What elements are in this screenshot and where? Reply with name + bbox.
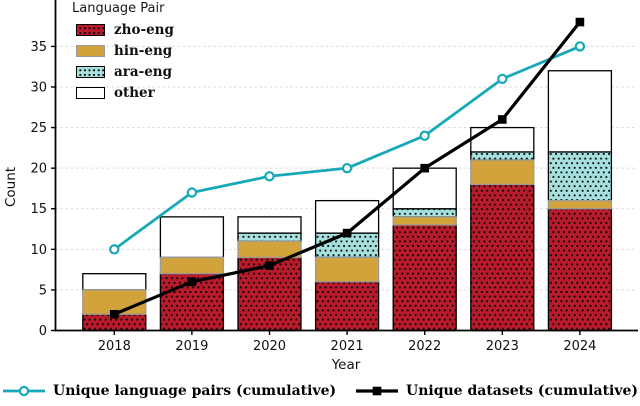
x-tick-label-2020: 2020 bbox=[253, 339, 286, 354]
y-tick-label-15: 15 bbox=[30, 202, 47, 217]
bar-segment-other-2023 bbox=[470, 126, 535, 153]
marker-square-2020 bbox=[265, 261, 274, 270]
legend-item-ara-eng: ara-eng bbox=[63, 61, 174, 82]
y-tick-label-25: 25 bbox=[30, 121, 47, 136]
legend-swatch-ara-eng bbox=[76, 65, 105, 78]
y-tick-label-30: 30 bbox=[30, 80, 47, 95]
legend-label-ara-eng: ara-eng bbox=[114, 63, 173, 80]
legend-label-zho-eng: zho-eng bbox=[114, 21, 174, 38]
legend-items: zho-eng hin-eng ara-eng other bbox=[63, 19, 174, 103]
y-tick-label-5: 5 bbox=[39, 283, 47, 298]
bar-segment-other-2018 bbox=[82, 273, 147, 291]
bar-segment-other-2024 bbox=[547, 70, 613, 153]
legend-swatch-hin-eng bbox=[76, 44, 105, 57]
bar-segment-zho-eng-2024 bbox=[547, 208, 613, 332]
marker-circle-2020 bbox=[264, 171, 275, 182]
bar-segment-hin-eng-2023 bbox=[470, 159, 535, 186]
bar-segment-zho-eng-2021 bbox=[314, 281, 380, 332]
bar-segment-ara-eng-2024 bbox=[547, 151, 613, 202]
legend-label-other: other bbox=[114, 84, 155, 101]
line-legend-marker-circle-open bbox=[3, 385, 45, 397]
marker-square-2023 bbox=[498, 115, 507, 124]
marker-circle-2018 bbox=[109, 244, 120, 255]
legend-item-hin-eng: hin-eng bbox=[63, 40, 174, 61]
marker-square-2022 bbox=[420, 163, 429, 173]
bar-segment-hin-eng-2021 bbox=[314, 256, 380, 283]
bar-segment-other-2021 bbox=[314, 199, 380, 234]
bar-segment-hin-eng-2019 bbox=[159, 256, 225, 275]
x-tick-label-2019: 2019 bbox=[175, 339, 208, 354]
x-axis-label: Year bbox=[331, 357, 361, 373]
marker-circle-2023 bbox=[497, 73, 508, 85]
bar-segment-ara-eng-2022 bbox=[392, 208, 457, 218]
bar-segment-ara-eng-2023 bbox=[470, 151, 535, 161]
marker-square-2021 bbox=[342, 228, 352, 238]
marker-circle-2021 bbox=[341, 162, 353, 174]
legend-language-pair: Language Pair zho-eng hin-eng ara-eng other bbox=[63, 1, 174, 103]
legend-item-zho-eng: zho-eng bbox=[63, 19, 174, 40]
x-tick-label-2023: 2023 bbox=[486, 339, 519, 354]
legend-swatch-other bbox=[76, 86, 105, 99]
bar-segment-other-2020 bbox=[237, 216, 302, 234]
legend-label-hin-eng: hin-eng bbox=[114, 42, 173, 59]
y-tick-label-35: 35 bbox=[30, 40, 47, 55]
x-tick-label-2022: 2022 bbox=[408, 339, 441, 354]
bar-segment-zho-eng-2023 bbox=[470, 183, 535, 332]
y-tick-label-0: 0 bbox=[39, 324, 47, 339]
bar-segment-hin-eng-2020 bbox=[237, 240, 302, 259]
y-axis-label: Count bbox=[3, 167, 19, 207]
legend-swatch-zho-eng bbox=[76, 23, 105, 36]
marker-circle-2022 bbox=[419, 130, 430, 141]
legend-item-other: other bbox=[63, 82, 174, 103]
x-tick-label-2024: 2024 bbox=[563, 339, 596, 354]
marker-circle-2019 bbox=[186, 187, 198, 198]
line-legend-entry-language-pairs: Unique language pairs (cumulative) bbox=[2, 378, 336, 404]
marker-square-2018 bbox=[110, 309, 119, 319]
bar-segment-hin-eng-2022 bbox=[392, 216, 457, 226]
bar-segment-other-2022 bbox=[392, 167, 457, 210]
marker-circle-2024 bbox=[574, 41, 586, 52]
marker-square-2019 bbox=[187, 277, 197, 287]
legend-lines: Unique language pairs (cumulative) Unique… bbox=[0, 378, 640, 404]
bar-segment-hin-eng-2024 bbox=[547, 199, 613, 210]
line-legend-label-language-pairs: Unique language pairs (cumulative) bbox=[53, 383, 337, 399]
y-tick-label-10: 10 bbox=[30, 243, 47, 258]
marker-square-2024 bbox=[575, 17, 585, 27]
bar-segment-ara-eng-2020 bbox=[237, 232, 302, 242]
bar-segment-zho-eng-2022 bbox=[392, 224, 457, 332]
chart-canvas: 0 5 10 15 20 25 30 35 2018 2019 2020 2021 2022 2023 20… bbox=[3, 0, 638, 373]
legend-title: Language Pair bbox=[72, 1, 165, 16]
y-tick-label-20: 20 bbox=[30, 162, 47, 177]
line-legend-label-datasets: Unique datasets (cumulative) bbox=[406, 383, 639, 399]
x-tick-label-2021: 2021 bbox=[331, 339, 364, 354]
line-legend-marker-square-filled bbox=[356, 386, 398, 396]
x-tick-label-2018: 2018 bbox=[98, 339, 131, 354]
line-legend-entry-datasets: Unique datasets (cumulative) bbox=[355, 378, 638, 404]
bar-segment-other-2019 bbox=[159, 216, 225, 259]
